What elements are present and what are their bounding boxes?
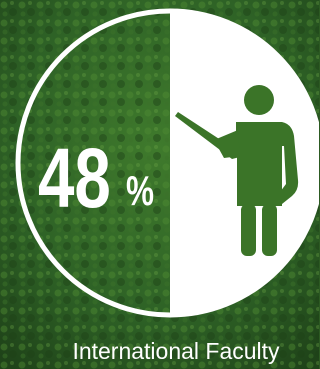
stat-unit: % [126, 167, 154, 215]
stat-card: 48 % International Faculty [0, 0, 319, 369]
stat-label: International Faculty [72, 338, 280, 364]
page: 48 % International Faculty (() => { cons… [0, 0, 319, 369]
stat-value: 48 [38, 131, 111, 225]
